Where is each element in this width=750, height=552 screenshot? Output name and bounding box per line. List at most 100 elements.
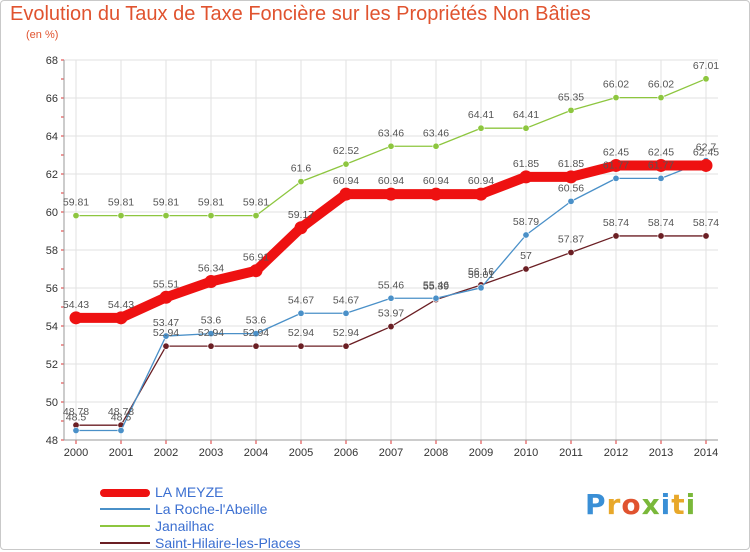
legend-label: Janailhac: [155, 518, 215, 534]
data-label: 54.43: [108, 299, 134, 311]
data-point: [657, 232, 665, 240]
y-tick-label: 58: [46, 245, 58, 257]
data-label: 52.94: [198, 327, 224, 339]
data-point: [207, 212, 215, 220]
logo-letter: t: [671, 488, 686, 521]
data-point: [609, 158, 623, 172]
data-point: [654, 158, 668, 172]
data-point: [117, 212, 125, 220]
data-point: [474, 187, 488, 201]
y-tick-label: 62: [46, 169, 58, 181]
legend-swatch: [100, 489, 150, 497]
data-label: 56.16: [468, 266, 494, 278]
data-label: 62.45: [648, 146, 674, 158]
x-tick-label: 2004: [244, 447, 268, 459]
data-point: [162, 332, 170, 340]
data-point: [477, 284, 485, 292]
data-point: [294, 221, 308, 235]
data-label: 63.46: [423, 127, 449, 139]
logo-letter: P: [585, 488, 607, 521]
data-label: 55.51: [153, 278, 179, 290]
data-label: 64.41: [468, 109, 494, 121]
data-point: [612, 174, 620, 182]
y-tick-label: 56: [46, 283, 58, 295]
data-point: [72, 426, 80, 434]
data-point: [567, 106, 575, 114]
x-tick-label: 2011: [559, 447, 583, 459]
y-tick-label: 66: [46, 93, 58, 105]
legend-label: Saint-Hilaire-les-Places: [155, 535, 301, 551]
logo-letter: o: [621, 488, 642, 521]
data-point: [387, 294, 395, 302]
data-label: 64.41: [513, 109, 539, 121]
y-tick-label: 64: [46, 131, 58, 143]
data-label: 56.91: [243, 252, 269, 264]
proxiti-logo: Proxiti: [585, 488, 696, 521]
data-label: 48.5: [111, 412, 132, 424]
data-label: 52.94: [288, 327, 314, 339]
logo-letter: r: [606, 488, 622, 521]
data-label: 57: [520, 250, 532, 262]
y-tick-label: 50: [46, 397, 58, 409]
data-point: [159, 290, 173, 304]
legend-label: La Roche-l'Abeille: [155, 501, 268, 517]
data-point: [69, 311, 83, 325]
data-point: [249, 264, 263, 278]
data-point: [657, 94, 665, 102]
data-point: [204, 275, 218, 289]
data-label: 53.6: [246, 315, 267, 327]
data-label: 62.7: [696, 142, 717, 154]
data-point: [207, 330, 215, 338]
data-label: 52.94: [333, 327, 359, 339]
data-label: 62.52: [333, 145, 359, 157]
x-tick-label: 2003: [199, 447, 223, 459]
data-point: [297, 178, 305, 186]
data-point: [702, 75, 710, 83]
data-label: 56.34: [198, 263, 224, 275]
y-tick-label: 52: [46, 359, 58, 371]
chart-unit-label: (en %): [26, 29, 59, 41]
data-point: [162, 212, 170, 220]
data-label: 57.87: [558, 233, 584, 245]
logo-letter: i: [685, 488, 697, 521]
data-label: 60.56: [558, 182, 584, 194]
data-point: [252, 212, 260, 220]
data-label: 67.01: [693, 60, 719, 72]
x-tick-label: 2002: [154, 447, 178, 459]
data-label: 53.6: [201, 315, 222, 327]
legend-swatch: [100, 525, 150, 527]
x-tick-label: 2014: [694, 447, 718, 459]
data-point: [567, 248, 575, 256]
data-point: [432, 142, 440, 150]
data-label: 61.85: [513, 158, 539, 170]
data-label: 59.81: [198, 197, 224, 209]
data-label: 54.67: [288, 294, 314, 306]
data-point: [207, 342, 215, 350]
x-tick-label: 2007: [379, 447, 403, 459]
data-label: 65.35: [558, 91, 584, 103]
y-tick-label: 60: [46, 207, 58, 219]
logo-letter: x: [641, 488, 661, 521]
data-label: 66.02: [603, 79, 629, 91]
data-point: [342, 342, 350, 350]
data-label: 55.46: [378, 279, 404, 291]
data-point: [702, 232, 710, 240]
data-label: 59.81: [108, 197, 134, 209]
data-point: [522, 231, 530, 239]
chart-title: Evolution du Taux de Taxe Foncière sur l…: [10, 3, 591, 25]
data-label: 52.94: [153, 327, 179, 339]
x-tick-label: 2009: [469, 447, 493, 459]
data-label: 55.46: [423, 279, 449, 291]
data-label: 59.81: [63, 197, 89, 209]
data-label: 61.77: [603, 159, 629, 171]
x-tick-label: 2010: [514, 447, 538, 459]
data-point: [477, 124, 485, 132]
data-label: 53.97: [378, 308, 404, 320]
data-label: 58.74: [693, 217, 719, 229]
data-point: [699, 158, 713, 172]
legend-swatch: [100, 508, 150, 510]
data-label: 58.74: [648, 217, 674, 229]
x-tick-label: 2013: [649, 447, 673, 459]
data-point: [339, 187, 353, 201]
